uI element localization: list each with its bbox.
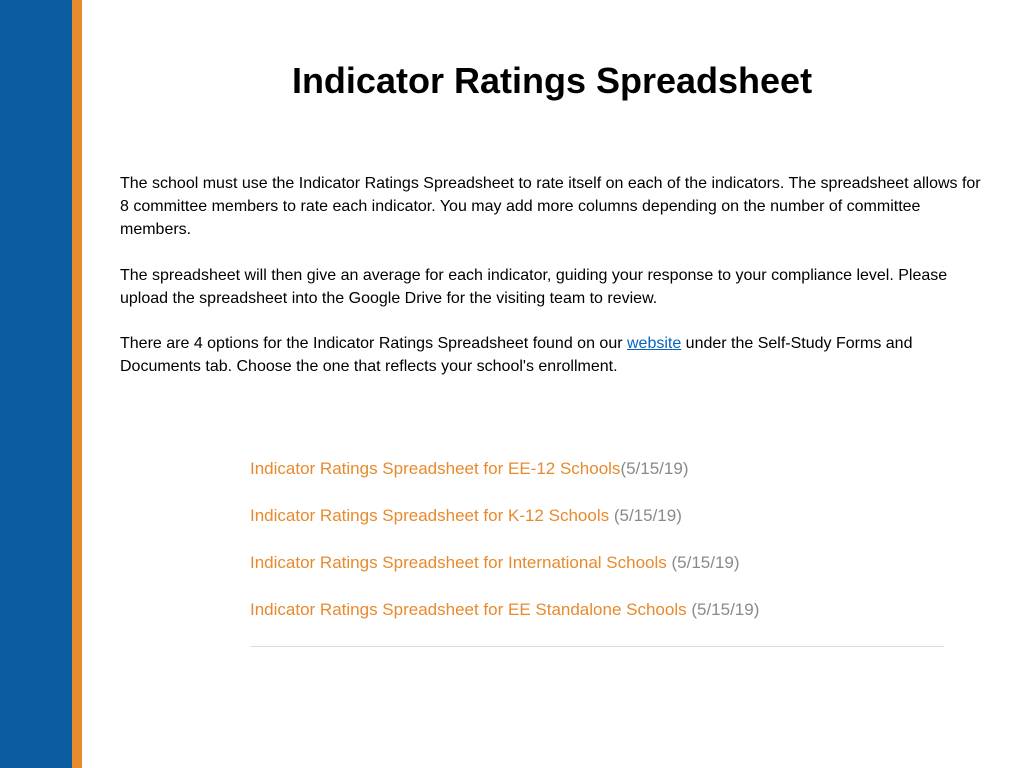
option-link[interactable]: Indicator Ratings Spreadsheet for EE Sta… (250, 600, 691, 619)
option-row: Indicator Ratings Spreadsheet for Intern… (250, 552, 850, 575)
option-date: (5/15/19) (620, 459, 688, 478)
intro-paragraph-1: The school must use the Indicator Rating… (120, 172, 984, 242)
page-title: Indicator Ratings Spreadsheet (120, 60, 984, 102)
intro-paragraph-3: There are 4 options for the Indicator Ra… (120, 332, 984, 378)
option-row: Indicator Ratings Spreadsheet for EE Sta… (250, 599, 850, 622)
divider (250, 646, 944, 647)
website-link[interactable]: website (627, 335, 681, 352)
option-link[interactable]: Indicator Ratings Spreadsheet for K-12 S… (250, 506, 614, 525)
intro-paragraph-2: The spreadsheet will then give an averag… (120, 264, 984, 310)
p3-text-before: There are 4 options for the Indicator Ra… (120, 335, 627, 352)
slide-content: Indicator Ratings Spreadsheet The school… (120, 0, 984, 647)
option-date: (5/15/19) (614, 506, 682, 525)
option-date: (5/15/19) (671, 553, 739, 572)
option-row: Indicator Ratings Spreadsheet for K-12 S… (250, 505, 850, 528)
option-date: (5/15/19) (691, 600, 759, 619)
option-link[interactable]: Indicator Ratings Spreadsheet for Intern… (250, 553, 671, 572)
sidebar-accent-blue (0, 0, 72, 768)
option-link[interactable]: Indicator Ratings Spreadsheet for EE-12 … (250, 459, 620, 478)
sidebar-accent-orange (72, 0, 82, 768)
option-row: Indicator Ratings Spreadsheet for EE-12 … (250, 458, 850, 481)
options-list: Indicator Ratings Spreadsheet for EE-12 … (250, 458, 850, 622)
